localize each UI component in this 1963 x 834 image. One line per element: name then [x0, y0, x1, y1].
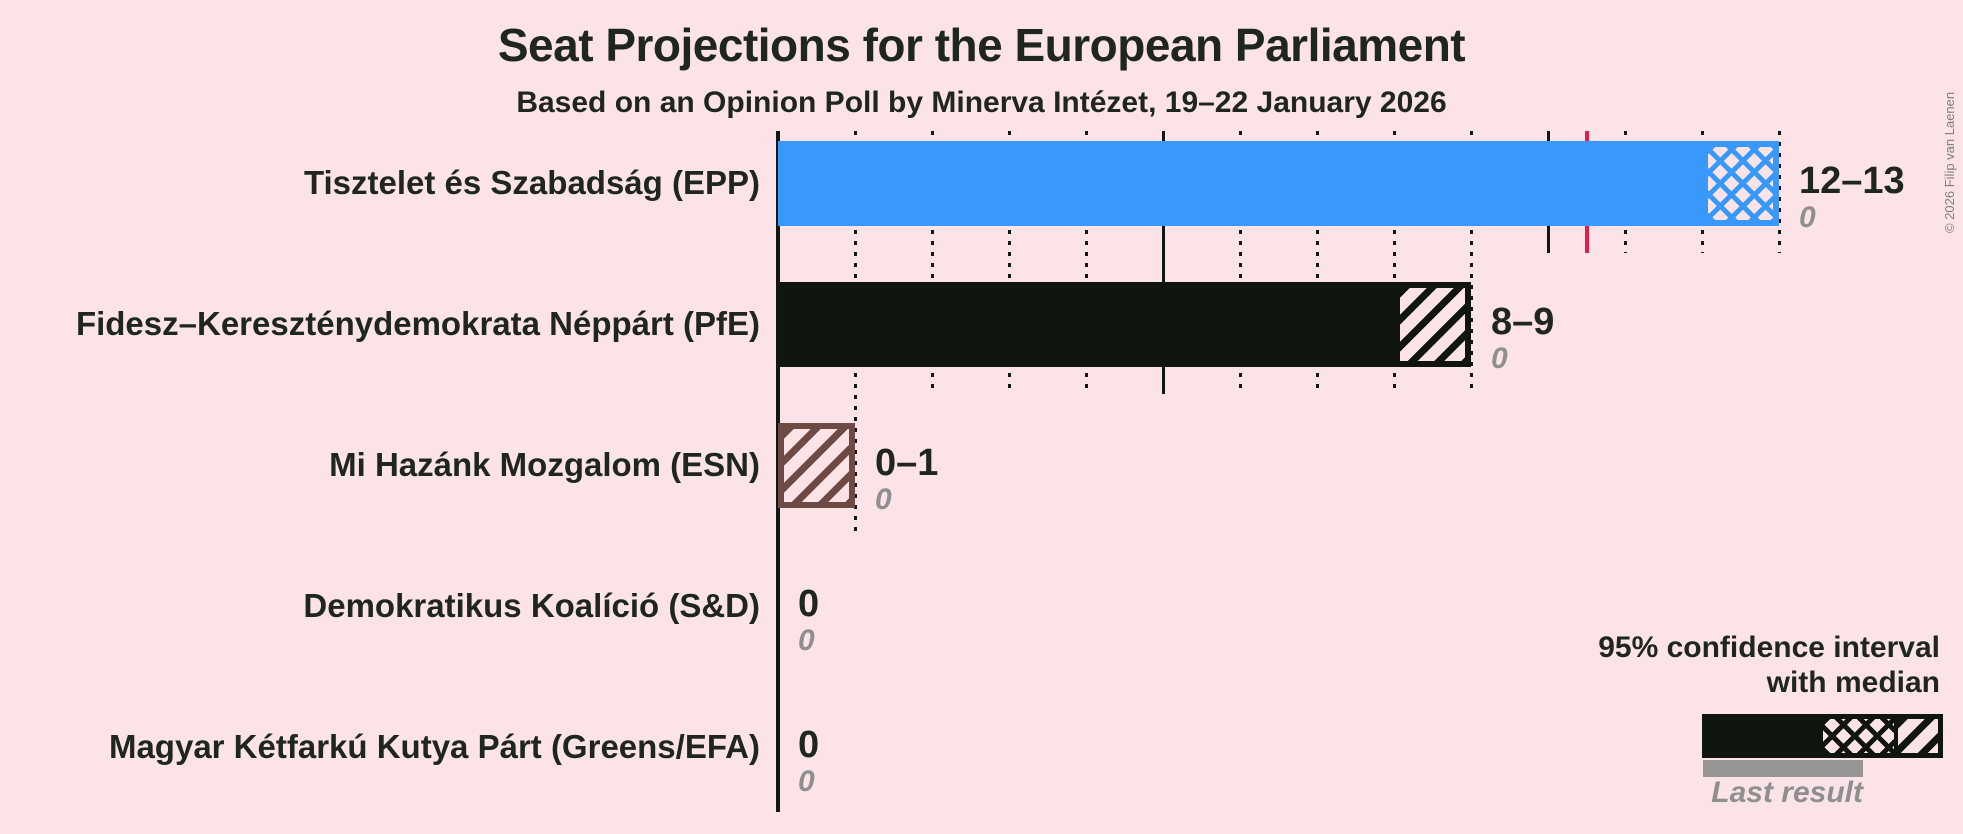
last-result-value: 0: [798, 624, 815, 657]
last-result-value: 0: [875, 483, 892, 516]
bar-solid: [778, 282, 1394, 367]
chart-subtitle: Based on an Opinion Poll by Minerva Inté…: [516, 86, 1447, 119]
legend-title: 95% confidence interval with median: [1598, 630, 1940, 700]
last-result-value: 0: [1491, 342, 1508, 375]
gridline-5: [1161, 131, 1165, 394]
value-label: 0: [798, 583, 820, 625]
value-label: 0: [798, 724, 820, 766]
last-result-value: 0: [1799, 201, 1816, 234]
party-label: Fidesz–Kereszténydemokrata Néppárt (PfE): [75, 305, 760, 342]
gridline-2: [930, 131, 934, 394]
party-label: Demokratikus Koalíció (S&D): [303, 587, 760, 624]
legend-ci-line2: with median: [1766, 666, 1940, 699]
party-label: Tisztelet és Szabadság (EPP): [303, 164, 760, 201]
gridline-13: [1777, 131, 1781, 253]
last-result-value: 0: [798, 765, 815, 798]
gridline-3: [1007, 131, 1011, 394]
legend-ci-diagonal-segment: [1898, 719, 1938, 753]
gridline-4: [1084, 131, 1088, 394]
value-label: 8–9: [1491, 301, 1555, 343]
legend-ci-line1: 95% confidence interval: [1598, 631, 1940, 664]
legend-ci-crosshatch-segment: [1819, 719, 1898, 753]
gridline-7: [1315, 131, 1319, 394]
legend-ci-solid-segment: [1707, 719, 1819, 753]
value-label: 0–1: [875, 442, 939, 484]
party-label: Magyar Kétfarkú Kutya Párt (Greens/EFA): [108, 728, 760, 765]
bar-confidence-interval: [1394, 282, 1471, 367]
bar-confidence-interval: [778, 423, 855, 508]
gridline-8: [1392, 131, 1396, 394]
bar-confidence-interval: [1702, 141, 1779, 226]
bar-solid: [778, 141, 1702, 226]
value-label: 12–13: [1799, 160, 1905, 202]
party-label: Mi Hazánk Mozgalom (ESN): [329, 446, 760, 483]
chart-title: Seat Projections for the European Parlia…: [497, 19, 1466, 71]
gridline-6: [1238, 131, 1242, 394]
legend-last-result-bar: [1703, 760, 1863, 777]
legend-confidence-bar: [1702, 714, 1943, 758]
legend-last-result-label: Last result: [1711, 776, 1863, 809]
gridline-9: [1469, 131, 1473, 394]
